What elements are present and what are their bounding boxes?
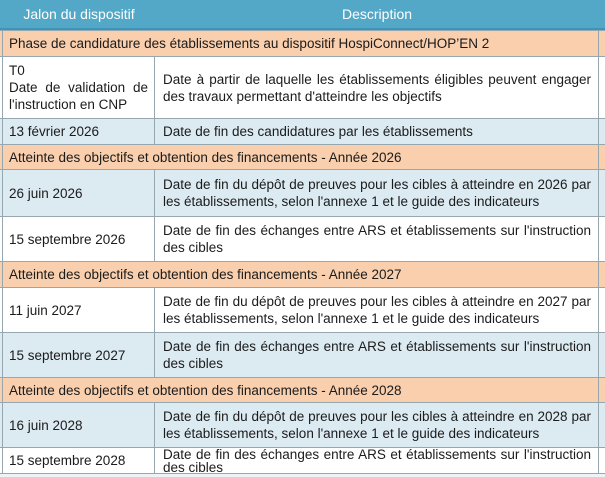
section-row-candidature: Phase de candidature des établissements … (0, 30, 605, 56)
section-row-annee-2028: Atteinte des objectifs et obtention des … (0, 377, 605, 402)
section-title: Atteinte des objectifs et obtention des … (9, 149, 402, 165)
description-cell: Date de fin du dépôt de preuves pour les… (155, 288, 605, 332)
jalon-text: 16 juin 2028 (9, 417, 83, 433)
table-row-15-septembre-2027: 15 septembre 2027 Date de fin des échang… (0, 332, 605, 377)
description-text: Date de fin des candidatures par les éta… (163, 124, 473, 139)
jalon-text: T0 Date de validation de l'instruction e… (9, 63, 148, 112)
column-header-description-label: Description (341, 5, 413, 22)
table-row-15-septembre-2026: 15 septembre 2026 Date de fin des échang… (0, 216, 605, 261)
column-header-description: Description (155, 0, 605, 28)
column-header-jalon: Jalon du dispositif (0, 0, 155, 28)
column-header-jalon-label: Jalon du dispositif (23, 5, 135, 22)
description-cell: Date de fin des échanges entre ARS et ét… (155, 333, 605, 377)
jalon-text: 11 juin 2027 (9, 302, 82, 318)
description-text: Date de fin des échanges entre ARS et ét… (163, 446, 591, 475)
description-cell: Date de fin des échanges entre ARS et ét… (155, 446, 605, 475)
table-row-26-juin-2026: 26 juin 2026 Date de fin du dépôt de pre… (0, 169, 605, 216)
jalon-cell: T0 Date de validation de l'instruction e… (0, 57, 155, 118)
jalon-cell: 15 septembre 2027 (0, 333, 155, 377)
jalon-text: 15 septembre 2026 (9, 231, 126, 247)
jalon-text: 15 septembre 2027 (9, 347, 126, 363)
description-cell: Date de fin des candidatures par les éta… (155, 119, 605, 144)
jalon-cell: 15 septembre 2028 (0, 448, 155, 473)
description-text: Date de fin du dépôt de preuves pour les… (163, 177, 591, 209)
jalon-cell: 16 juin 2028 (0, 403, 155, 447)
description-text: Date de fin du dépôt de preuves pour les… (163, 409, 591, 441)
table-row-11-juin-2027: 11 juin 2027 Date de fin du dépôt de pre… (0, 287, 605, 332)
table-row-15-septembre-2028: 15 septembre 2028 Date de fin des échang… (0, 446, 605, 475)
table-row-t0: T0 Date de validation de l'instruction e… (0, 56, 605, 118)
jalon-text: 26 juin 2026 (9, 185, 83, 201)
description-text: Date de fin des échanges entre ARS et ét… (163, 223, 591, 255)
jalon-cell: 26 juin 2026 (0, 170, 155, 216)
jalon-cell: 11 juin 2027 (0, 288, 155, 332)
jalon-cell: 15 septembre 2026 (0, 217, 155, 261)
table-bottom-edge (0, 473, 605, 477)
description-text: Date de fin du dépôt de preuves pour les… (163, 294, 591, 326)
description-cell: Date à partir de laquelle les établissem… (155, 57, 605, 118)
table-header-row: Jalon du dispositif Description (0, 0, 605, 30)
description-text: Date à partir de laquelle les établissem… (163, 71, 591, 104)
section-title: Phase de candidature des établissements … (9, 36, 490, 51)
section-title: Atteinte des objectifs et obtention des … (9, 382, 402, 398)
table-row-13-fevrier-2026: 13 février 2026 Date de fin des candidat… (0, 118, 605, 144)
description-text: Date de fin des échanges entre ARS et ét… (163, 339, 591, 371)
description-cell: Date de fin des échanges entre ARS et ét… (155, 217, 605, 261)
jalon-cell: 13 février 2026 (0, 119, 155, 144)
description-cell: Date de fin du dépôt de preuves pour les… (155, 170, 605, 216)
jalon-text: 13 février 2026 (9, 124, 100, 139)
section-row-annee-2026: Atteinte des objectifs et obtention des … (0, 144, 605, 169)
section-row-annee-2027: Atteinte des objectifs et obtention des … (0, 261, 605, 287)
table-row-16-juin-2028: 16 juin 2028 Date de fin du dépôt de pre… (0, 402, 605, 447)
description-cell: Date de fin du dépôt de preuves pour les… (155, 403, 605, 447)
jalon-text: 15 septembre 2028 (9, 453, 126, 468)
section-title: Atteinte des objectifs et obtention des … (9, 267, 402, 282)
